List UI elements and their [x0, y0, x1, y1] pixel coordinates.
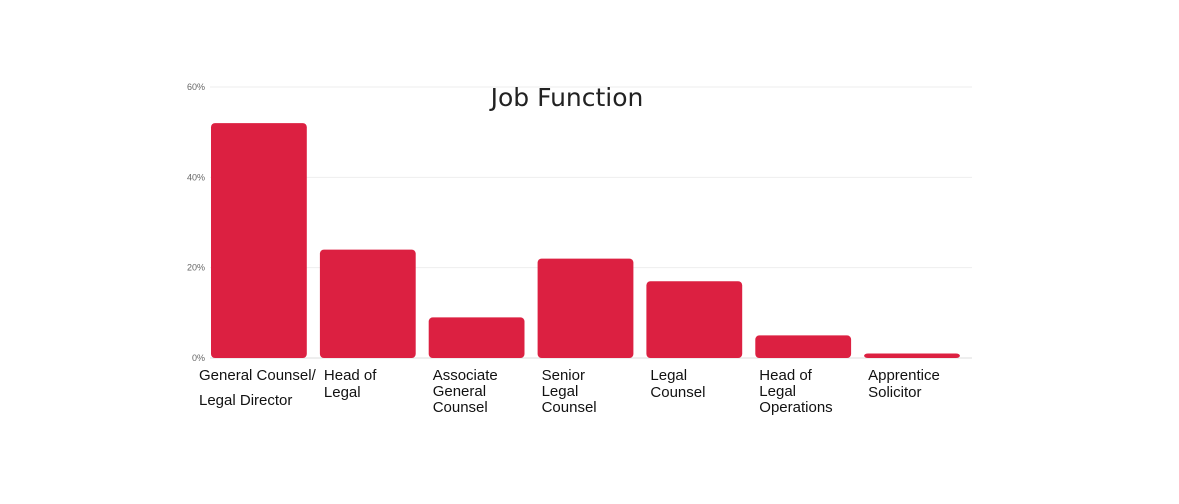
chart-title: Job Function: [489, 83, 644, 112]
x-tick-label: Head of: [759, 367, 812, 384]
bar: [755, 335, 852, 358]
x-tick-label: Head of: [324, 367, 377, 384]
x-tick-label: General: [433, 383, 486, 400]
x-tick-label: Associate: [433, 367, 498, 384]
x-tick-label: Counsel: [542, 399, 597, 416]
x-tick-label: Legal: [542, 383, 579, 400]
x-tick-label: Legal Director: [199, 392, 292, 409]
bar: [319, 249, 416, 358]
x-tick-label: Legal: [650, 367, 687, 384]
x-tick-label: Senior: [542, 367, 585, 384]
x-tick-label: Solicitor: [868, 384, 921, 401]
x-tick-label: Legal: [324, 384, 361, 401]
bar: [211, 123, 307, 358]
bar: [537, 258, 634, 358]
x-tick-label: Apprentice: [868, 367, 940, 384]
x-tick-label: Legal: [759, 383, 796, 400]
bar: [864, 353, 960, 358]
x-tick-label: General Counsel/: [199, 367, 317, 384]
y-tick-label: 20%: [187, 263, 205, 273]
bar: [428, 317, 525, 358]
x-tick-label: Counsel: [650, 384, 705, 401]
x-tick-label: Counsel: [433, 399, 488, 416]
x-tick-label: Operations: [759, 399, 832, 416]
y-tick-label: 40%: [187, 172, 205, 182]
y-tick-label: 60%: [187, 82, 205, 92]
y-axis-ticks: 0% 20% 40% 60%: [187, 82, 205, 363]
y-tick-label: 0%: [192, 353, 205, 363]
bar: [646, 281, 743, 358]
bars: [211, 123, 960, 358]
